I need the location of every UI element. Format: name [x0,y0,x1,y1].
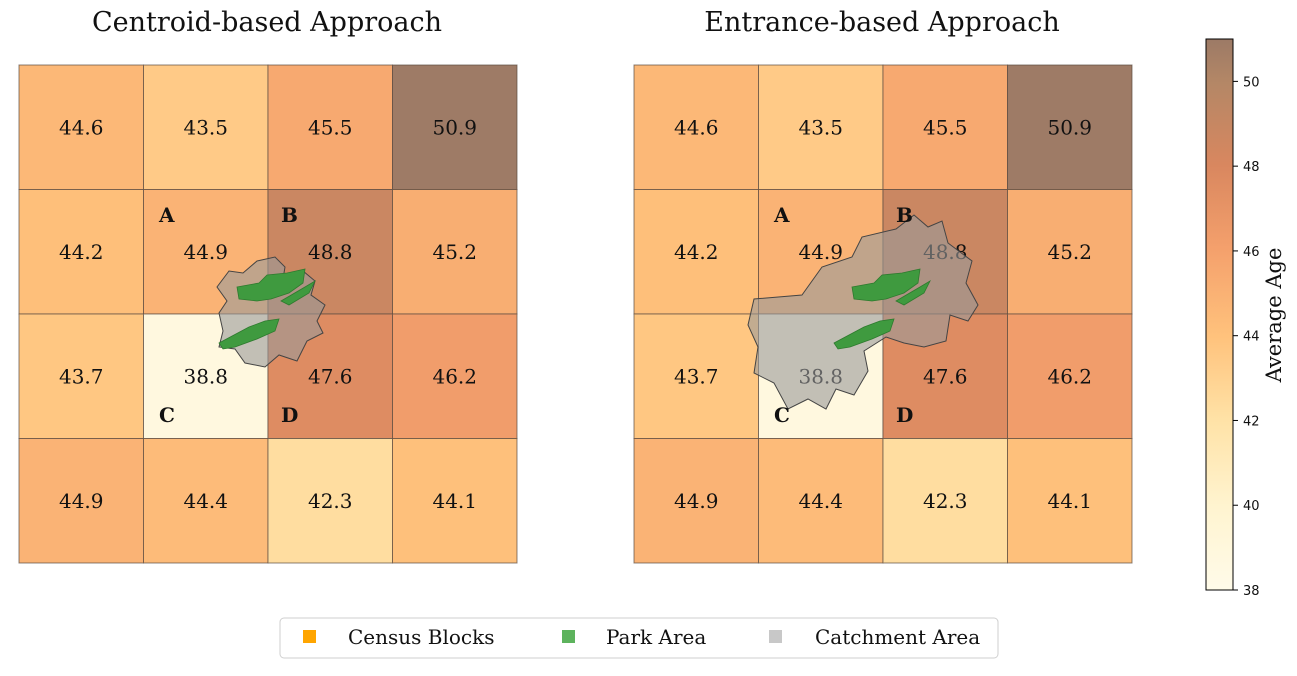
block-label: A [773,203,790,227]
cell-value: 44.4 [798,489,843,513]
cell-value: 44.2 [59,240,104,264]
block-label: D [896,403,913,427]
census-block-cell [758,438,884,564]
cell-value: 45.2 [1047,240,1092,264]
cell-value: 47.6 [308,364,353,388]
cell-value: 44.1 [1047,489,1092,513]
cell-value: 44.4 [183,489,228,513]
census-block-cell [1007,438,1133,564]
legend-label-census: Census Blocks [348,625,495,649]
centroid-panel: 44.6 43.5 45.5 50.9 44.2 44.9 48.8 45.2 43.7 38.8… [18,64,518,564]
entrance-panel: 44.643.545.550.944.244.948.845.243.738.8… [633,64,1133,564]
census-block-cell [18,64,144,190]
legend-swatch-catchment [769,630,782,643]
census-block-cell [633,313,759,439]
block-label: B [281,203,298,227]
census-block-cell [18,438,144,564]
census-block-cell [143,64,269,190]
legend-box [279,617,999,659]
colorbar-tick-label: 38 [1243,584,1260,599]
panel-title-centroid: Centroid-based Approach [92,7,442,38]
cell-value: 43.7 [674,364,719,388]
census-block-cell [143,438,269,564]
census-block-cell [882,438,1008,564]
block-label: C [774,403,790,427]
census-block-cell [633,189,759,315]
colorbar-tick-label: 48 [1243,160,1260,175]
cell-value: 44.9 [674,489,719,513]
park-area [833,268,931,350]
census-block-cell [392,64,518,190]
legend-label-park: Park Area [606,625,706,649]
census-block-cell [1007,64,1133,190]
colorbar-tick-label: 44 [1243,330,1260,345]
park-area [218,268,316,350]
census-block-cell [633,64,759,190]
block-label: C [159,403,175,427]
cell-value: 47.6 [923,364,968,388]
block-label: B [896,203,913,227]
panel-title-entrance: Entrance-based Approach [704,7,1059,38]
cell-value: 50.9 [1047,115,1092,139]
census-block-cell [882,64,1008,190]
colorbar-tick-label: 42 [1243,414,1260,429]
colorbar-tick-label: 46 [1243,245,1260,260]
census-block-cell [1007,313,1133,439]
cell-value: 50.9 [432,115,477,139]
colorbar-tick-label: 50 [1243,75,1260,90]
census-block-cell [392,189,518,315]
cell-value: 45.2 [432,240,477,264]
cell-value: 42.3 [308,489,353,513]
cell-value: 46.2 [432,364,477,388]
colorbar-tick-label: 40 [1243,499,1260,514]
census-block-cell [18,189,144,315]
census-block-cell [392,313,518,439]
cell-value: 43.5 [183,115,228,139]
census-block-cell [1007,189,1133,315]
cell-value: 44.1 [432,489,477,513]
block-label: A [158,203,175,227]
cell-value: 45.5 [923,115,968,139]
colorbar-ticks: 38 40 42 44 46 48 50 [1233,75,1260,599]
cell-value: 44.2 [674,240,719,264]
census-block-cell [267,64,393,190]
census-block-cell [392,438,518,564]
legend-swatch-census [303,630,316,643]
cell-value: 44.9 [798,240,843,264]
census-block-cell [267,438,393,564]
colorbar-label: Average Age [1262,248,1286,384]
cell-value: 43.5 [798,115,843,139]
colorbar [1205,38,1234,591]
cell-value: 48.8 [308,240,353,264]
catchment-area [747,214,979,410]
cell-value: 46.2 [1047,364,1092,388]
legend-swatch-park [562,630,575,643]
cell-value: 45.5 [308,115,353,139]
legend-label-catchment: Catchment Area [815,625,980,649]
cell-value: 44.6 [674,115,719,139]
block-label: D [281,403,298,427]
cell-value: 43.7 [59,364,104,388]
cell-value: 44.9 [183,240,228,264]
cell-value: 44.9 [59,489,104,513]
cell-value: 42.3 [923,489,968,513]
census-block-cell [633,438,759,564]
cell-value: 38.8 [183,364,228,388]
cell-value: 44.6 [59,115,104,139]
